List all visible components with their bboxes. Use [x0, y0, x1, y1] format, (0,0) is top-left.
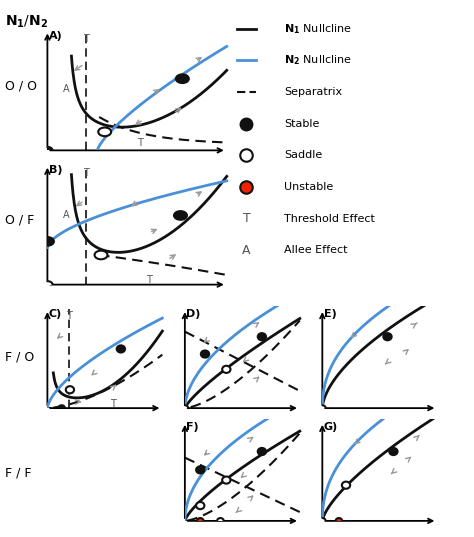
Text: Unstable: Unstable — [284, 182, 334, 192]
Text: Saddle: Saddle — [284, 150, 323, 161]
Text: G): G) — [324, 422, 338, 432]
Text: O / F: O / F — [5, 214, 34, 227]
Circle shape — [42, 147, 53, 154]
Circle shape — [336, 518, 342, 524]
Circle shape — [41, 237, 54, 246]
Circle shape — [176, 75, 189, 83]
Text: B): B) — [49, 165, 63, 175]
Text: Allee Effect: Allee Effect — [284, 245, 348, 256]
Circle shape — [66, 386, 74, 393]
Circle shape — [94, 251, 108, 259]
Circle shape — [222, 476, 230, 484]
Circle shape — [182, 405, 188, 411]
Text: $\mathbf{N_1}$/$\mathbf{N_2}$: $\mathbf{N_1}$/$\mathbf{N_2}$ — [5, 13, 48, 30]
Circle shape — [117, 345, 125, 352]
Text: Threshold Effect: Threshold Effect — [284, 214, 375, 224]
Text: F): F) — [186, 422, 199, 432]
Text: T: T — [146, 274, 152, 285]
Circle shape — [258, 333, 266, 340]
Circle shape — [197, 518, 204, 524]
Text: T: T — [243, 212, 250, 226]
Circle shape — [383, 333, 392, 340]
Text: A: A — [242, 244, 251, 257]
Text: D): D) — [186, 309, 201, 319]
Text: $\mathbf{N_1}$ Nullcline: $\mathbf{N_1}$ Nullcline — [284, 22, 352, 35]
Circle shape — [222, 366, 230, 373]
Circle shape — [319, 405, 326, 411]
Circle shape — [42, 281, 53, 288]
Circle shape — [319, 518, 326, 524]
Text: A: A — [63, 211, 69, 221]
Text: T: T — [83, 169, 89, 178]
Text: F / O: F / O — [5, 351, 34, 364]
Text: E): E) — [324, 309, 336, 319]
Text: $\mathbf{N_2}$ Nullcline: $\mathbf{N_2}$ Nullcline — [284, 54, 352, 67]
Text: A): A) — [49, 31, 63, 41]
Circle shape — [389, 448, 398, 455]
Circle shape — [58, 405, 65, 411]
Text: Separatrix: Separatrix — [284, 87, 343, 97]
Text: T: T — [137, 138, 143, 148]
Text: T: T — [109, 399, 116, 409]
Circle shape — [258, 448, 266, 455]
Circle shape — [201, 351, 209, 358]
Circle shape — [174, 211, 187, 220]
Circle shape — [196, 466, 204, 474]
Text: F / F: F / F — [5, 466, 31, 479]
Text: Stable: Stable — [284, 119, 320, 129]
Text: C): C) — [49, 309, 62, 319]
Circle shape — [196, 502, 204, 509]
Text: A: A — [63, 84, 69, 93]
Circle shape — [342, 482, 350, 489]
Text: T: T — [66, 311, 72, 321]
Circle shape — [98, 127, 111, 136]
Text: T: T — [83, 34, 89, 44]
Circle shape — [217, 518, 224, 524]
Text: O / O: O / O — [5, 79, 37, 92]
